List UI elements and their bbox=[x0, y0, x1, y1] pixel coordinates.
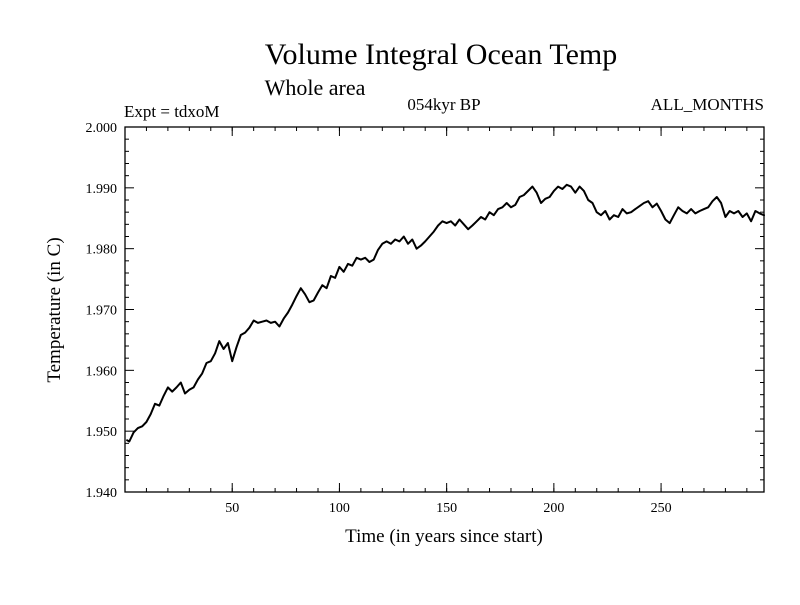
x-tick-label: 100 bbox=[329, 501, 350, 516]
series-layer bbox=[126, 183, 765, 443]
y-tick-label: 1.980 bbox=[86, 243, 118, 258]
x-tick-label: 50 bbox=[225, 501, 239, 516]
chart-title: Volume Integral Ocean Temp bbox=[265, 38, 618, 71]
x-tick-label: 200 bbox=[543, 501, 564, 516]
period-label: 054kyr BP bbox=[407, 95, 480, 114]
y-tick-label: 1.950 bbox=[86, 425, 118, 440]
series-line bbox=[126, 183, 765, 443]
plot-frame bbox=[124, 126, 765, 493]
experiment-label: Expt = tdxoM bbox=[124, 102, 220, 121]
x-tick-label: 150 bbox=[436, 501, 457, 516]
y-tick-label: 1.940 bbox=[86, 486, 118, 501]
y-tick-label: 1.990 bbox=[86, 182, 118, 197]
y-tick-label: 1.960 bbox=[86, 364, 118, 379]
x-tick-label: 250 bbox=[651, 501, 672, 516]
chart-subtitle: Whole area bbox=[265, 75, 366, 100]
x-axis-label: Time (in years since start) bbox=[345, 526, 543, 547]
months-label: ALL_MONTHS bbox=[651, 95, 764, 114]
y-tick-label: 2.000 bbox=[86, 121, 118, 136]
axes: 50 100 150 200 250 1.940 1.950 1.960 1.970 1.980 1… bbox=[86, 121, 764, 516]
y-axis-label: Temperature (in C) bbox=[44, 237, 65, 382]
y-tick-label: 1.970 bbox=[86, 304, 118, 319]
